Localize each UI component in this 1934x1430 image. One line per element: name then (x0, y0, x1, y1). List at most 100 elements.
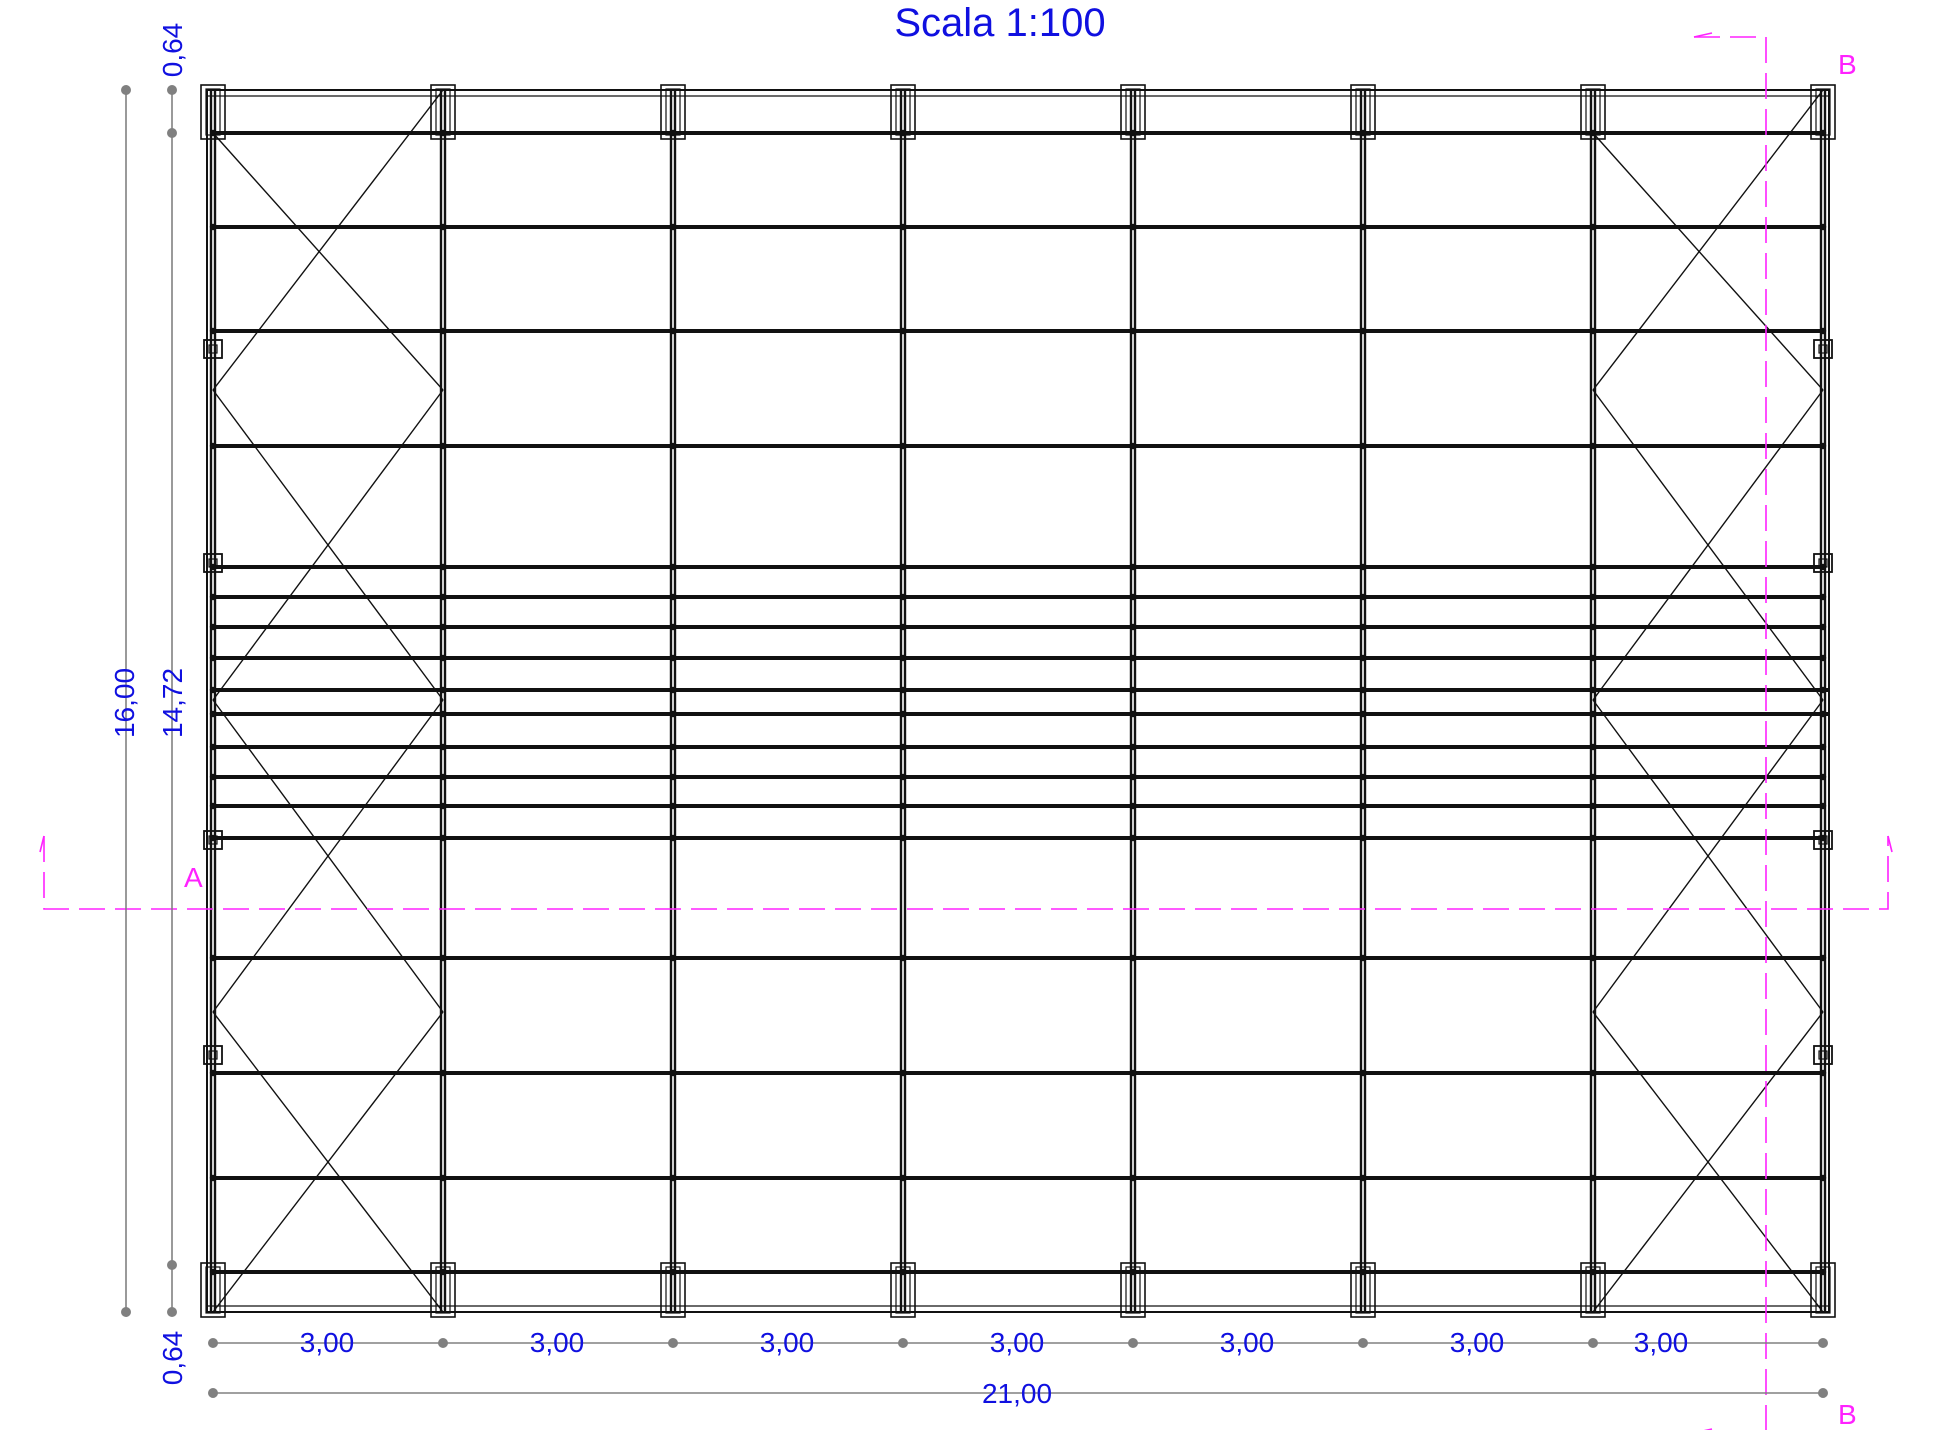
joint-node (439, 654, 447, 662)
column-plate (430, 84, 456, 140)
column-plate (895, 1266, 911, 1314)
joint-node (669, 1174, 677, 1182)
side-column (1818, 1050, 1828, 1060)
joint-node (1129, 593, 1137, 601)
bracing-line (212, 389, 444, 701)
structural-grid (200, 84, 1836, 1318)
column-plate (660, 84, 686, 140)
joint-node (209, 954, 217, 962)
bracing-line (1592, 389, 1824, 701)
dimension-lines (121, 85, 1828, 1398)
joint-node (209, 223, 217, 231)
joint-node (1819, 802, 1827, 810)
joint-node (1819, 223, 1827, 231)
joint-node (1359, 654, 1367, 662)
dimension-dot (167, 1307, 177, 1317)
joint-node (1359, 623, 1367, 631)
joint-node (669, 223, 677, 231)
joint-node (209, 773, 217, 781)
bay-dim-5: 3,00 (1220, 1327, 1275, 1358)
joint-node (669, 1268, 677, 1276)
side-column (208, 835, 218, 845)
joint-node (1129, 442, 1137, 450)
joint-node (1359, 327, 1367, 335)
joint-node (209, 710, 217, 718)
joint-node (1819, 686, 1827, 694)
column-plate (1355, 88, 1371, 136)
joint-node (1589, 1268, 1597, 1276)
joint-node (899, 1069, 907, 1077)
joint-node (669, 834, 677, 842)
side-column (1813, 1045, 1833, 1065)
joint-node (1359, 1069, 1367, 1077)
joint-node (899, 327, 907, 335)
side-column (203, 830, 223, 850)
joint-node (1819, 1069, 1827, 1077)
joint-node (1359, 1268, 1367, 1276)
joint-node (209, 442, 217, 450)
joint-node (439, 1268, 447, 1276)
bracing-line (1592, 699, 1824, 1013)
column-plate (1810, 84, 1836, 140)
joint-node (1589, 1174, 1597, 1182)
joint-node (209, 802, 217, 810)
joint-node (1589, 327, 1597, 335)
joint-node (899, 710, 907, 718)
joint-node (1359, 773, 1367, 781)
joint-node (1129, 623, 1137, 631)
joint-node (899, 834, 907, 842)
joint-node (669, 442, 677, 450)
joint-node (669, 802, 677, 810)
joint-node (1589, 654, 1597, 662)
section-line-b (1693, 32, 1767, 1430)
joint-node (899, 954, 907, 962)
joint-node (1129, 1174, 1137, 1182)
joint-node (209, 593, 217, 601)
column-plate (890, 1262, 916, 1318)
bracing-line (1592, 89, 1824, 391)
joint-node (1819, 442, 1827, 450)
column-plate (665, 88, 681, 136)
bracing-line (1592, 1011, 1824, 1313)
joint-node (439, 1174, 447, 1182)
joint-node (669, 954, 677, 962)
joint-node (439, 442, 447, 450)
joint-node (899, 223, 907, 231)
joint-node (1589, 623, 1597, 631)
joint-node (1589, 834, 1597, 842)
joint-node (1359, 1174, 1367, 1182)
dimension-dot (438, 1338, 448, 1348)
side-column (1813, 830, 1833, 850)
joint-node (1589, 743, 1597, 751)
column-plate (1585, 1266, 1601, 1314)
side-column (203, 1045, 223, 1065)
joint-node (1819, 954, 1827, 962)
joint-node (1359, 223, 1367, 231)
joint-node (1359, 743, 1367, 751)
dimension-dot (898, 1338, 908, 1348)
joint-node (1359, 834, 1367, 842)
dimension-dot (1358, 1338, 1368, 1348)
column-plate (205, 1266, 221, 1314)
side-column (203, 339, 223, 359)
side-column (1813, 339, 1833, 359)
joint-node (1359, 954, 1367, 962)
joint-node (1589, 563, 1597, 571)
dimension-dot (668, 1338, 678, 1348)
column-plate (205, 88, 221, 136)
side-column (1818, 558, 1828, 568)
joint-node (1819, 773, 1827, 781)
bay-dim-1: 3,00 (300, 1327, 355, 1358)
top-offset-dim: 0,64 (157, 23, 188, 78)
joint-node (669, 686, 677, 694)
joint-node (899, 563, 907, 571)
joint-node (1589, 223, 1597, 231)
total-width-dim: 21,00 (982, 1378, 1052, 1409)
joint-node (669, 563, 677, 571)
joint-node (209, 743, 217, 751)
joint-node (1819, 654, 1827, 662)
column-plate (1585, 88, 1601, 136)
joint-node (899, 623, 907, 631)
joint-node (1589, 773, 1597, 781)
column-plate (1580, 1262, 1606, 1318)
